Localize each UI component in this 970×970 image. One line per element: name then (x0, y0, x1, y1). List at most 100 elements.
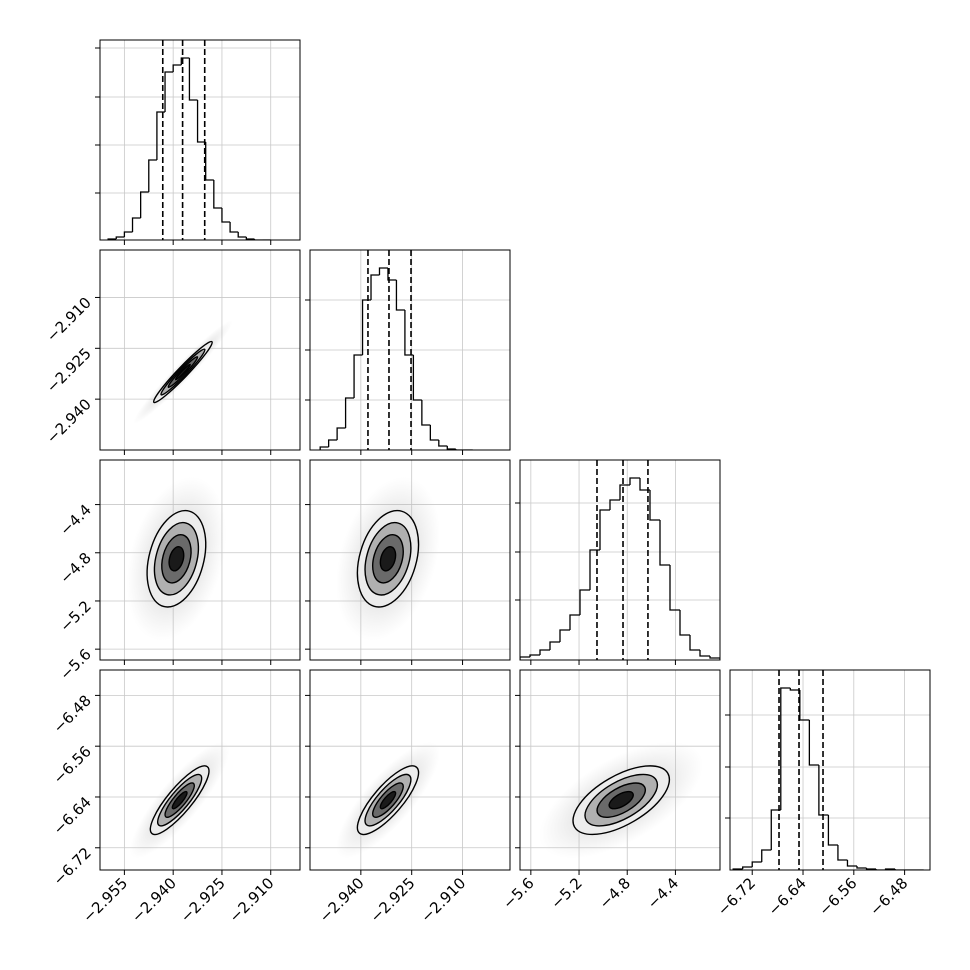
histogram-bin (327, 439, 338, 447)
contour (168, 546, 185, 572)
contour (161, 533, 192, 584)
x-tick-label: −2.925 (367, 874, 419, 926)
panel-frame (519, 669, 721, 871)
histogram-bin (115, 236, 125, 239)
histogram-bin (336, 427, 346, 440)
histogram-bin (639, 478, 650, 491)
x-tick-label: −4.8 (596, 874, 634, 912)
contour (364, 521, 412, 596)
contour (356, 765, 420, 836)
contour (171, 790, 188, 810)
x-tick-label: −6.48 (866, 874, 911, 919)
histogram-bin (140, 191, 149, 218)
plot-area (310, 250, 510, 450)
contour (372, 782, 404, 819)
histogram-bin (429, 425, 439, 441)
panel: −2.955−2.940−2.925−2.910 −6.72 −6.64 −6.56 −… (50, 669, 301, 926)
contour (146, 509, 207, 608)
histogram-bin (770, 809, 781, 850)
histogram-bin (837, 845, 848, 861)
histogram-bin (172, 64, 182, 72)
histogram-bin (148, 159, 157, 192)
panel (95, 39, 301, 245)
plot-area (730, 670, 930, 870)
histogram-bin (619, 484, 630, 500)
x-tick-label: −2.910 (417, 874, 469, 926)
y-tick-label: −6.48 (50, 691, 95, 736)
panel-frame (729, 669, 931, 871)
histogram-bin (689, 635, 700, 651)
histogram-bin (164, 71, 174, 112)
x-tick-label: −2.940 (316, 874, 368, 926)
histogram-bin (875, 869, 886, 870)
y-tick-label: −4.4 (56, 501, 94, 539)
contour (149, 765, 210, 836)
plot-area (100, 460, 300, 660)
histogram-bin (549, 641, 560, 650)
histogram-bin (856, 866, 867, 869)
x-tick-label: −5.2 (547, 874, 585, 912)
histogram-bin (353, 354, 363, 398)
histogram-bin (123, 231, 133, 237)
histogram-bin (438, 440, 448, 447)
histogram-bin (378, 267, 388, 275)
histogram-bin (196, 100, 206, 143)
histogram-bin (579, 589, 590, 615)
contour (157, 773, 203, 827)
contour (379, 546, 397, 572)
y-tick-label: −4.8 (56, 549, 94, 587)
x-tick-label: −2.940 (128, 874, 180, 926)
density-fill (609, 791, 634, 809)
histogram-bin (649, 490, 660, 521)
histogram-bin (205, 142, 214, 181)
histogram-bin (370, 274, 380, 300)
histogram-bin (245, 237, 255, 240)
contour (174, 363, 191, 381)
y-tick-label: −2.925 (43, 344, 95, 396)
panel: −5.6 −5.2 −4.8 −4.4 (56, 459, 301, 684)
y-tick-label: −5.2 (56, 597, 94, 635)
contour (372, 533, 404, 584)
contour (356, 509, 420, 608)
y-tick-label: −6.64 (50, 793, 95, 838)
y-tick-label: −2.940 (43, 395, 95, 447)
histogram-bin (751, 861, 762, 867)
histogram-bin (659, 520, 670, 566)
histogram-bin (188, 58, 198, 101)
panel (515, 459, 721, 665)
histogram-bin (742, 866, 753, 869)
histogram-bin (229, 222, 239, 233)
contour (596, 782, 647, 819)
contour (572, 765, 671, 836)
y-tick-label: −6.72 (50, 844, 95, 889)
histogram-bin (780, 687, 791, 810)
histogram-bin (156, 111, 166, 160)
histogram-bin (446, 446, 456, 450)
histogram-bin (669, 565, 680, 611)
histogram-bin (589, 549, 600, 590)
x-tick-label: −2.955 (79, 874, 131, 926)
histogram-bin (789, 688, 800, 691)
panel-frame (309, 459, 511, 661)
panel-frame (99, 669, 301, 871)
plot-area (520, 460, 720, 660)
contour (164, 782, 196, 819)
density-fill (380, 546, 396, 571)
x-tick-label: −2.910 (226, 874, 278, 926)
histogram-bin (131, 217, 141, 232)
density-fill (380, 791, 396, 809)
panel-frame (99, 249, 301, 451)
x-tick-label: −4.4 (644, 874, 682, 912)
y-tick-label: −5.6 (56, 645, 94, 683)
histogram-bin (699, 650, 710, 657)
histogram-bin (846, 860, 857, 867)
histogram-bin (520, 656, 530, 660)
contour (167, 356, 199, 388)
contour (152, 340, 213, 404)
histogram-bin (629, 477, 640, 485)
histogram-bin (213, 180, 222, 209)
histogram-bin (455, 449, 465, 450)
histogram-bin (387, 268, 397, 281)
histogram-bin (808, 720, 819, 766)
